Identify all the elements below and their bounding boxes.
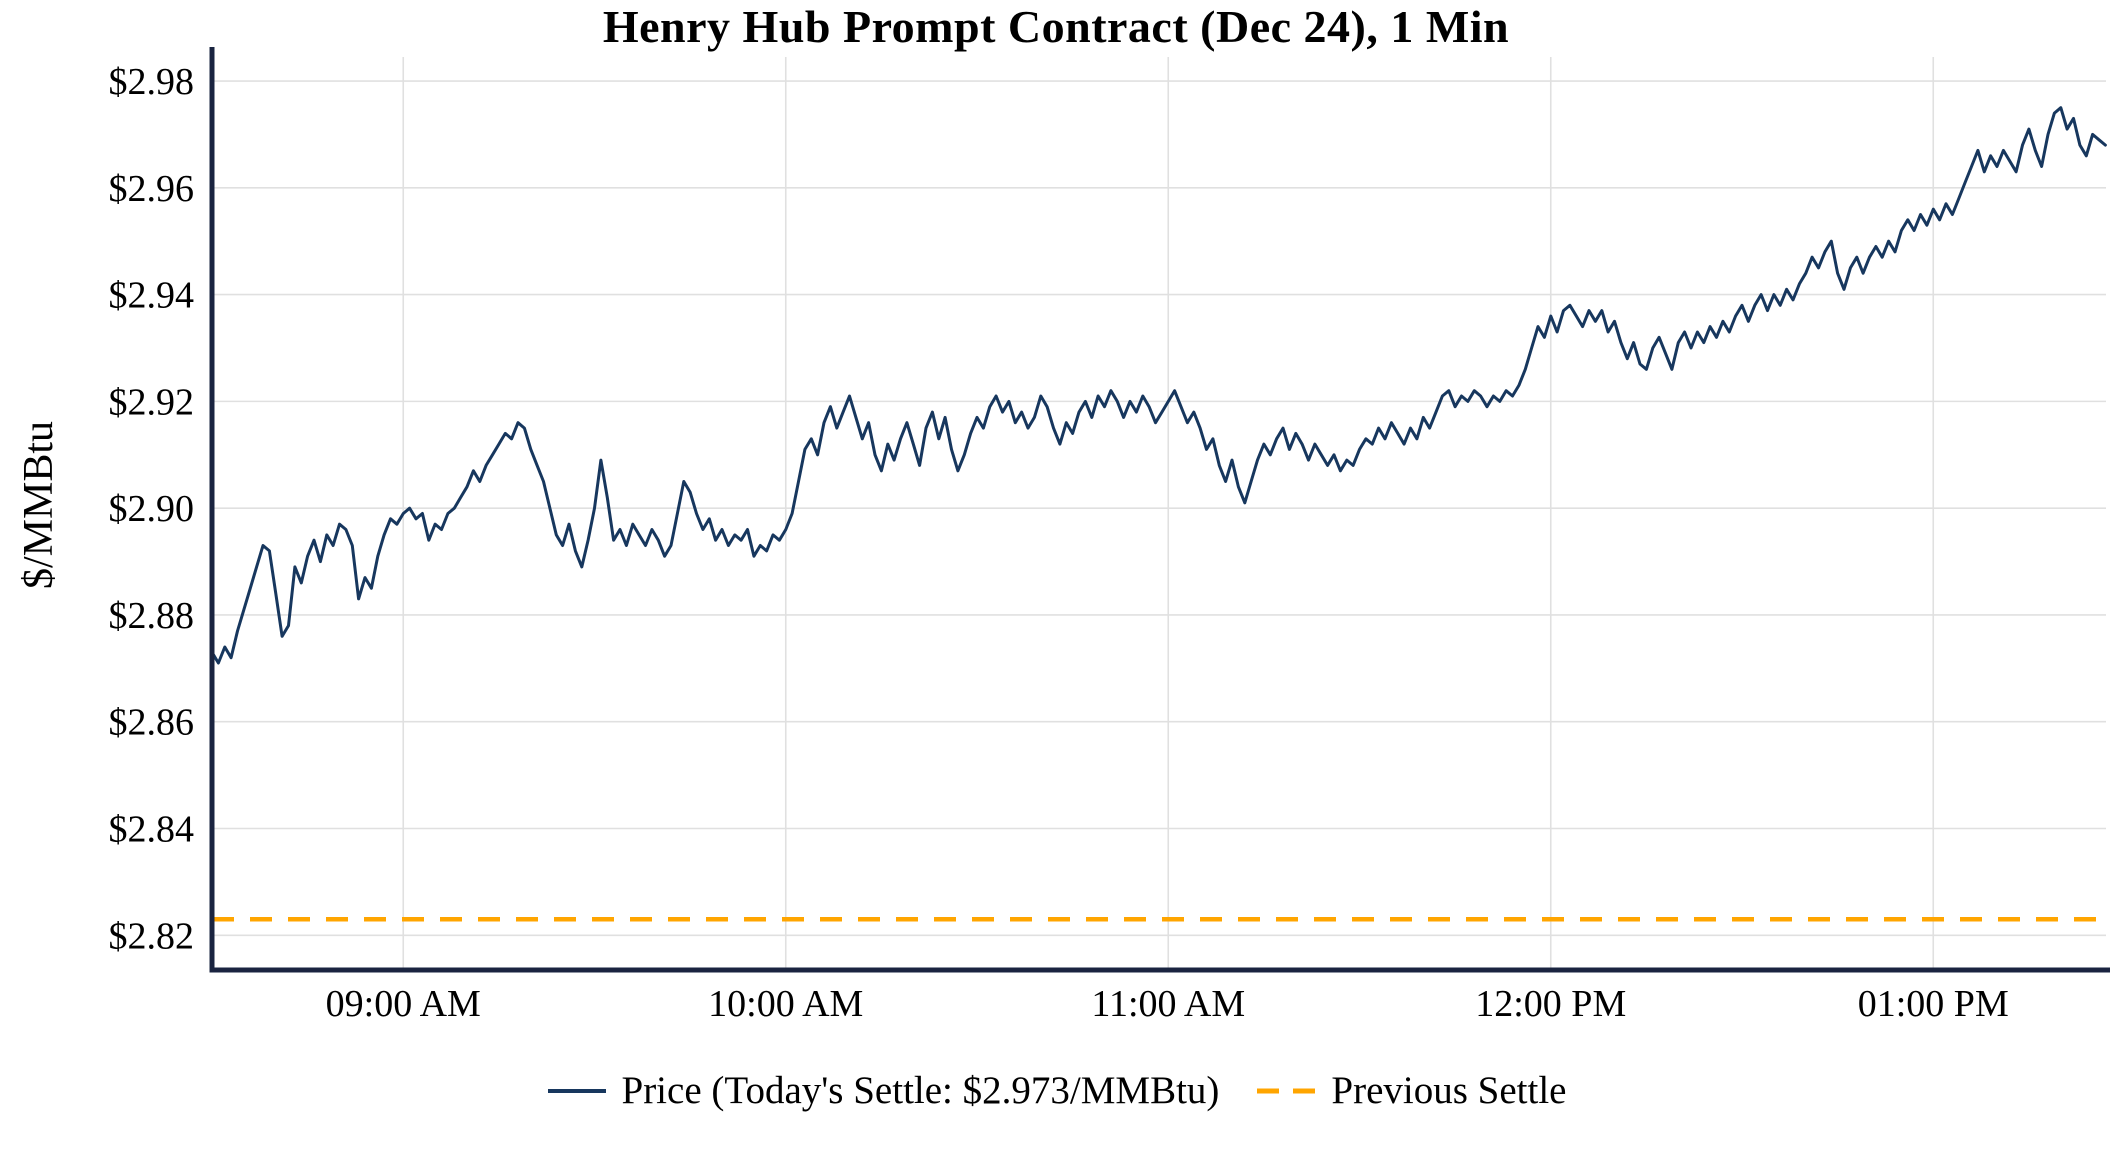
legend-label-price: Price (Today's Settle: $2.973/MMBtu) bbox=[621, 1069, 1220, 1112]
y-tick-label: $2.88 bbox=[109, 595, 195, 637]
x-tick-label: 10:00 AM bbox=[708, 983, 863, 1025]
legend-item-previous-settle: Previous Settle bbox=[1255, 1068, 1567, 1113]
y-tick-label: $2.94 bbox=[109, 275, 195, 317]
x-tick-label: 09:00 AM bbox=[326, 983, 481, 1025]
price-line-swatch bbox=[547, 1088, 606, 1093]
x-tick-label: 11:00 AM bbox=[1091, 983, 1245, 1025]
price-line-chart: $2.82 $2.84 $2.86 $2.88 $2.90 $2.92 $2.94 $2.96… bbox=[109, 47, 2110, 1025]
x-tick-label: 01:00 PM bbox=[1858, 983, 2009, 1025]
y-tick-label: $2.86 bbox=[109, 702, 195, 744]
y-tick-label: $2.92 bbox=[109, 381, 195, 423]
y-tick-label: $2.82 bbox=[109, 915, 195, 957]
legend-item-price: Price (Today's Settle: $2.973/MMBtu) bbox=[546, 1068, 1220, 1113]
x-tick-label: 12:00 PM bbox=[1475, 983, 1626, 1025]
chart-title: Henry Hub Prompt Contract (Dec 24), 1 Mi… bbox=[602, 1, 1510, 52]
y-tick-label: $2.90 bbox=[109, 488, 195, 530]
price-line bbox=[210, 106, 2107, 665]
legend-label-previous-settle: Previous Settle bbox=[1331, 1069, 1567, 1112]
y-tick-label: $2.98 bbox=[109, 61, 195, 103]
previous-settle-swatch bbox=[1257, 1088, 1316, 1093]
y-tick-label: $2.96 bbox=[109, 168, 195, 210]
chart-legend: Price (Today's Settle: $2.973/MMBtu) Pre… bbox=[0, 1068, 2112, 1113]
y-tick-label: $2.84 bbox=[109, 809, 195, 851]
